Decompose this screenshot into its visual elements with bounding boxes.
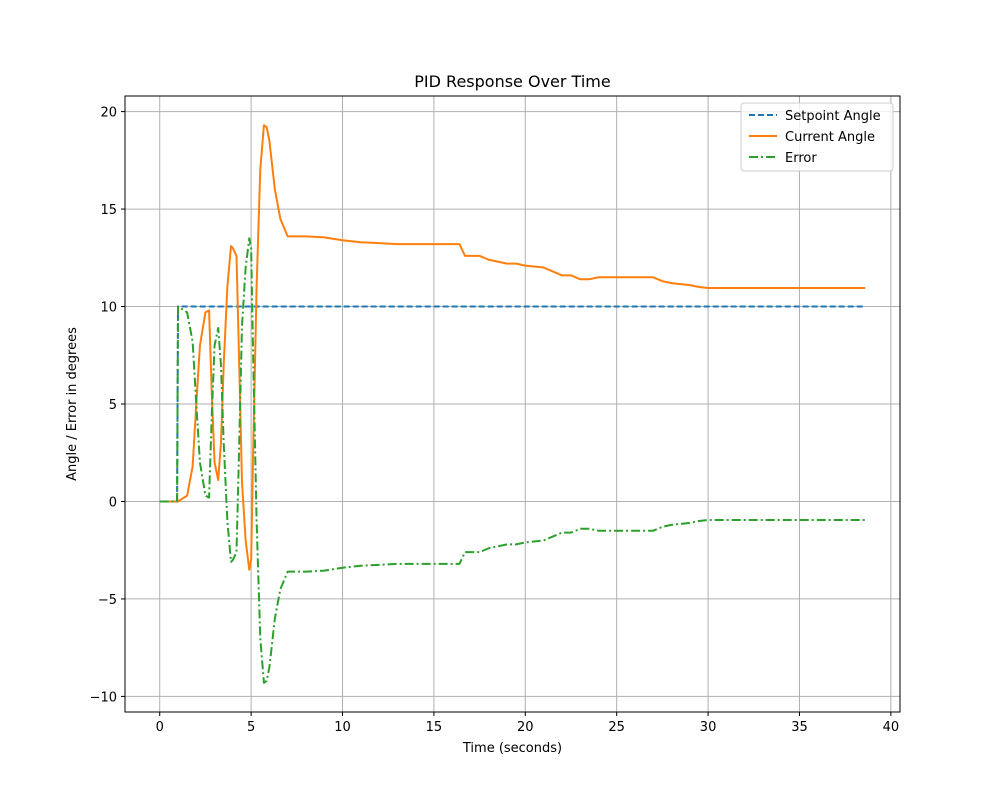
y-axis-label: Angle / Error in degrees bbox=[65, 327, 80, 481]
series-line-error bbox=[159, 237, 866, 684]
y-tick-label: 10 bbox=[100, 301, 117, 316]
x-tick-label: 20 bbox=[517, 720, 534, 735]
legend-label: Setpoint Angle bbox=[785, 109, 881, 124]
legend: Setpoint Angle Current Angle Error bbox=[740, 102, 894, 172]
x-tick-label: 5 bbox=[247, 720, 255, 735]
y-tick-label: 5 bbox=[109, 398, 117, 413]
legend-label: Error bbox=[785, 151, 817, 166]
y-tick-label: −10 bbox=[90, 690, 117, 705]
legend-box bbox=[740, 102, 894, 172]
x-tick-label: 35 bbox=[791, 720, 808, 735]
grid-lines bbox=[125, 96, 900, 712]
x-tick-label: 25 bbox=[608, 720, 625, 735]
y-tick-label: 20 bbox=[100, 106, 117, 121]
chart-title: PID Response Over Time bbox=[414, 72, 610, 91]
x-tick-label: 0 bbox=[156, 720, 164, 735]
y-tick-label: 0 bbox=[109, 495, 117, 510]
x-tick-label: 15 bbox=[426, 720, 443, 735]
x-axis-label: Time (seconds) bbox=[462, 741, 562, 756]
y-tick-label: 15 bbox=[100, 203, 117, 218]
y-axis-ticks: −10 −5 0 5 10 15 20 bbox=[90, 106, 125, 705]
plot-lines bbox=[159, 124, 866, 684]
series-line-current-angle bbox=[159, 124, 866, 571]
x-axis-ticks: 0 5 10 15 20 25 30 35 40 bbox=[156, 712, 900, 735]
y-tick-label: −5 bbox=[98, 593, 117, 608]
legend-label: Current Angle bbox=[785, 130, 875, 145]
x-tick-label: 40 bbox=[883, 720, 900, 735]
x-tick-label: 10 bbox=[334, 720, 351, 735]
x-tick-label: 30 bbox=[700, 720, 717, 735]
